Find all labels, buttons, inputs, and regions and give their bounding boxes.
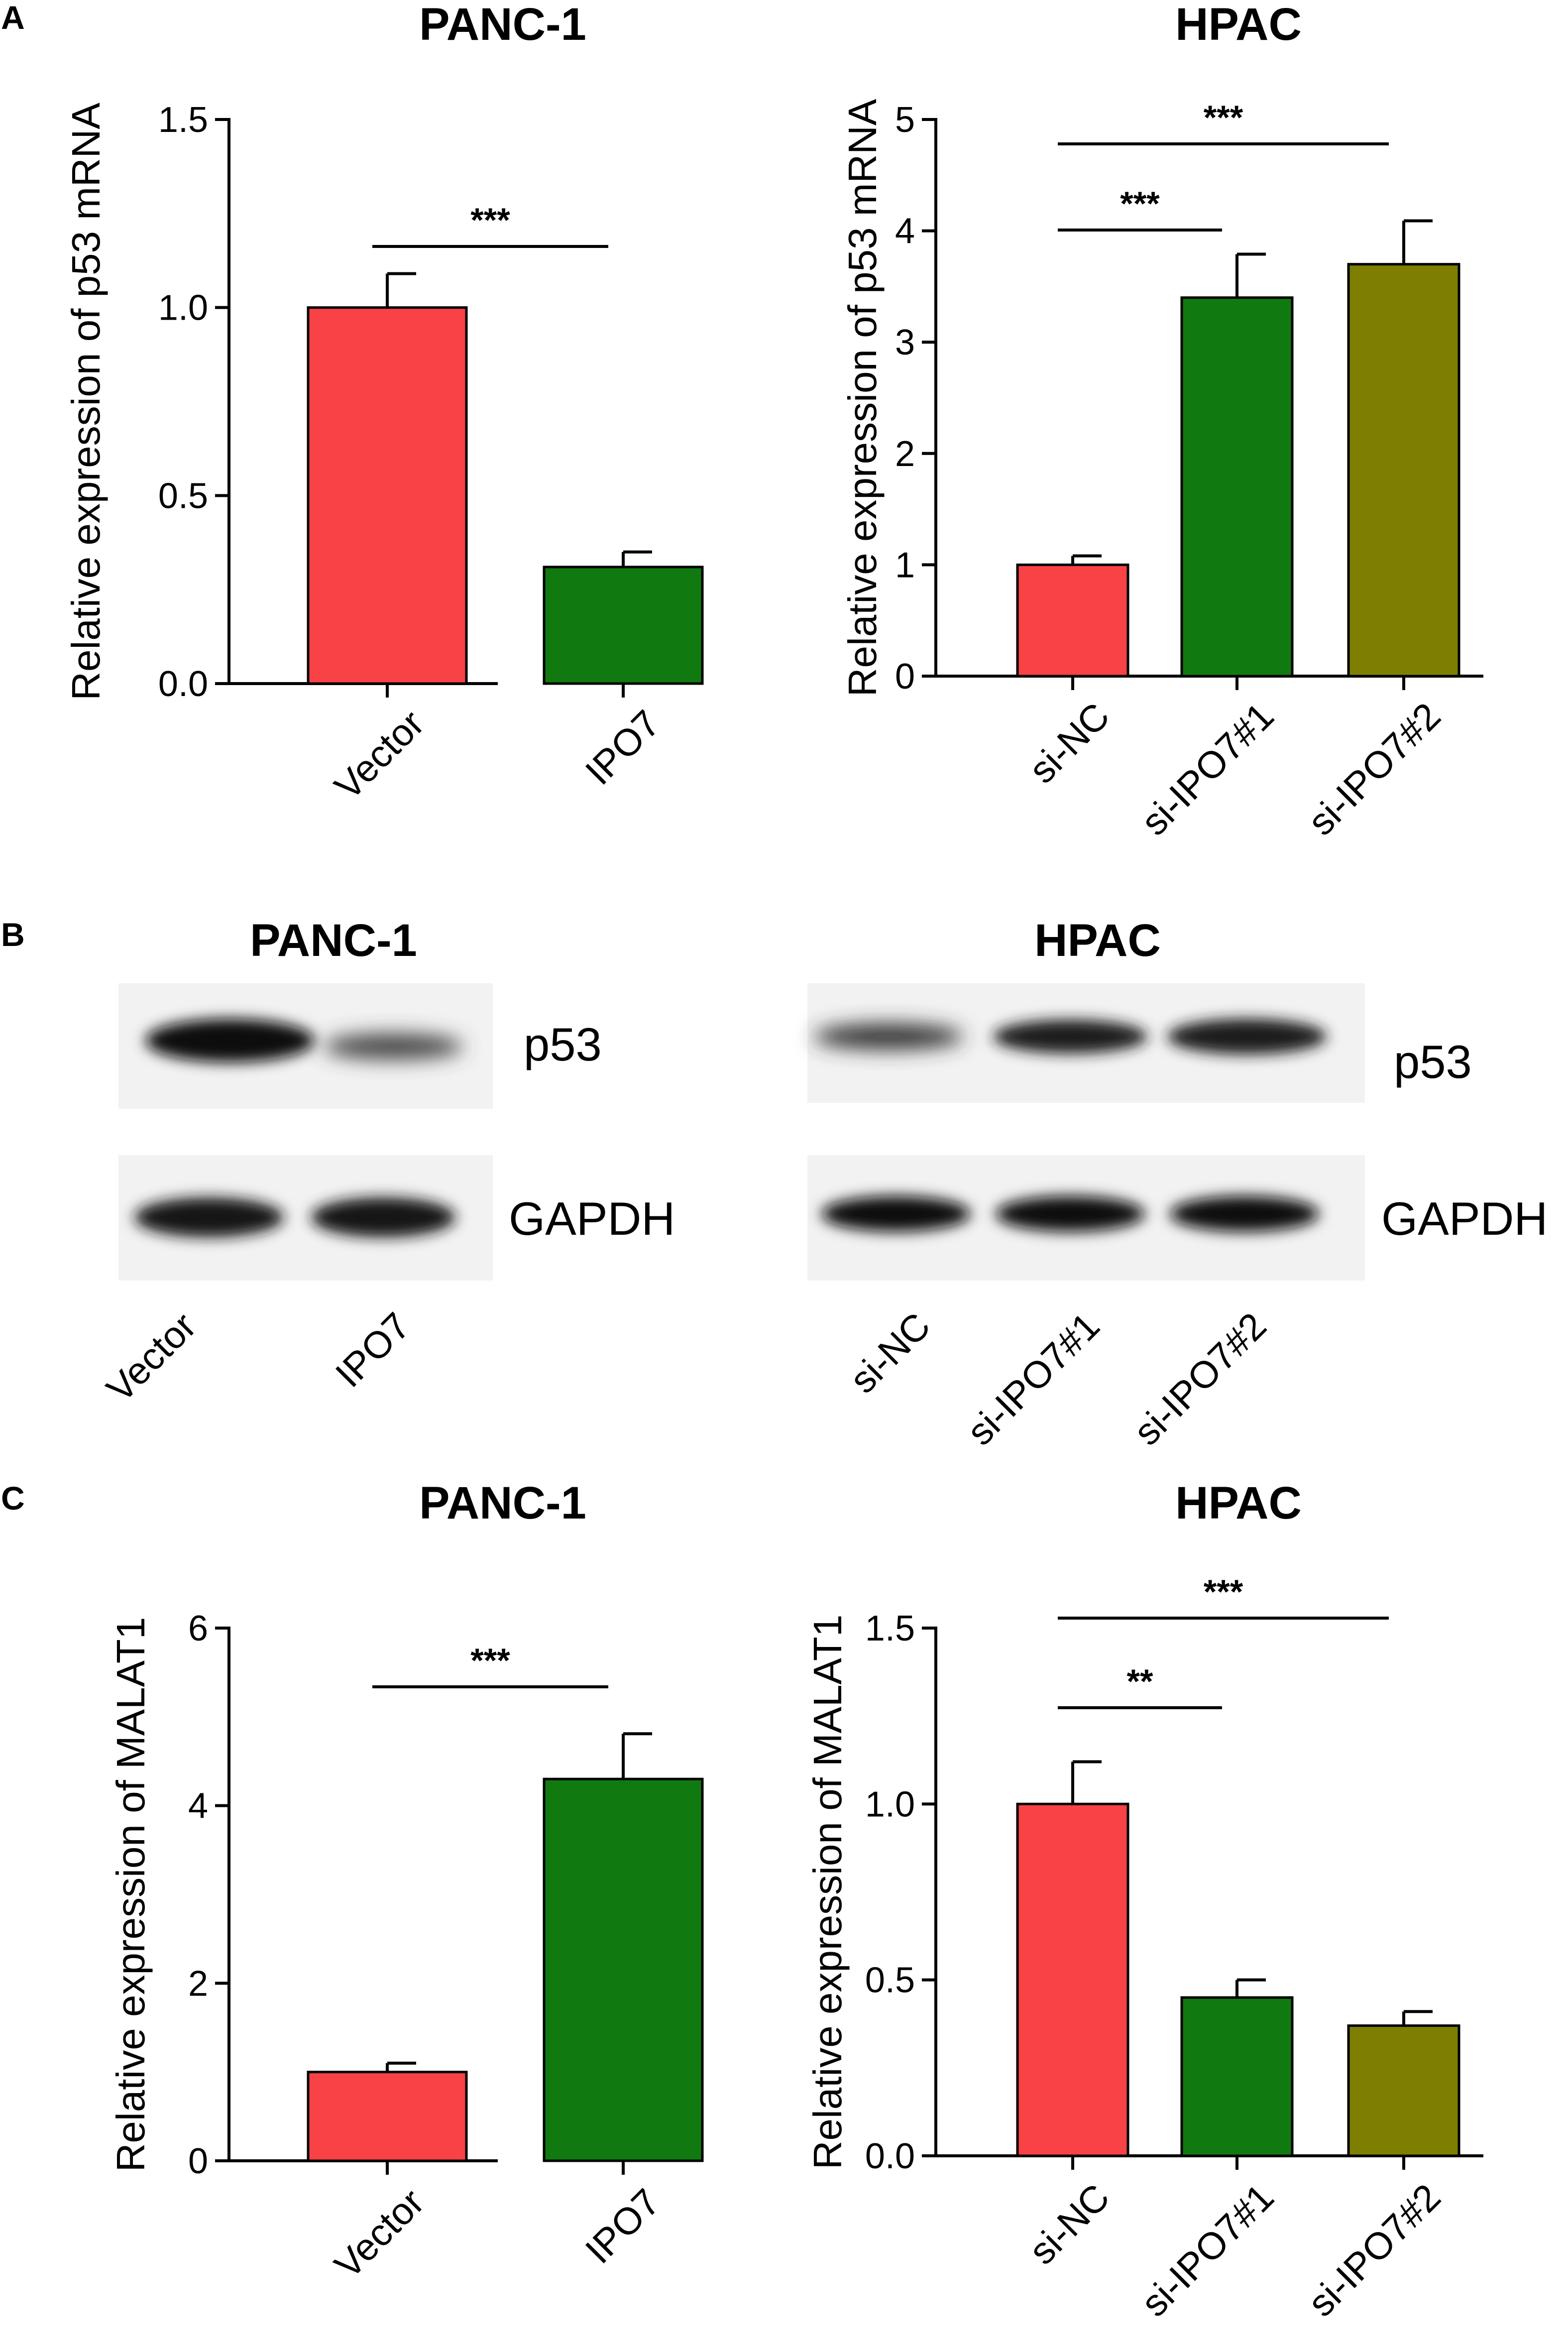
x-category-label: si-NC bbox=[1021, 2176, 1118, 2272]
western-blot-panc1: PANC-1 p53 GAPDH Vector IPO7 bbox=[99, 915, 675, 1410]
blot-lane-ipo7: IPO7 bbox=[328, 1304, 419, 1396]
band-gapdh-si-ipo7-1 bbox=[996, 1196, 1145, 1232]
significance-label: *** bbox=[1204, 99, 1243, 136]
y-tick-label: 6 bbox=[188, 1609, 208, 1648]
y-tick-label: 1.5 bbox=[158, 100, 208, 140]
y-axis-label: Relative expression of MALAT1 bbox=[805, 1615, 850, 2170]
significance-label: *** bbox=[470, 1642, 510, 1679]
panel-letter-a: A bbox=[1, 0, 25, 36]
y-tick-label: 1.5 bbox=[865, 1609, 915, 1648]
bar-si-ipo7-2 bbox=[1347, 2024, 1460, 2157]
chart-title: PANC-1 bbox=[419, 0, 586, 50]
blot-lane-si-nc: si-NC bbox=[842, 1304, 938, 1401]
y-tick-label: 4 bbox=[188, 1786, 208, 1826]
bar-si-ipo7-1 bbox=[1180, 1996, 1294, 2157]
band-p53-vector bbox=[145, 1019, 315, 1062]
panel-letter-b: B bbox=[1, 916, 25, 953]
y-tick-label: 0 bbox=[188, 2141, 208, 2181]
x-category-label: Vector bbox=[327, 2181, 432, 2286]
x-category-label: si-IPO7#1 bbox=[1133, 2176, 1282, 2325]
y-tick-label: 1 bbox=[895, 545, 915, 585]
x-category-label: IPO7 bbox=[577, 702, 669, 793]
band-gapdh-si-ipo7-2 bbox=[1170, 1196, 1319, 1232]
bar-si-ipo7-1 bbox=[1180, 296, 1294, 678]
chart-panc1-malat1: PANC-1 Relative expression of MALAT1 0 2 4 6 V… bbox=[109, 1478, 704, 2287]
significance-label: *** bbox=[470, 201, 510, 239]
y-tick-label: 0.0 bbox=[158, 664, 208, 704]
y-tick-label: 0.5 bbox=[865, 1961, 915, 2000]
chart-hpac-p53-mrna: HPAC Relative expression of p53 mRNA 0 1 2 3 4… bbox=[840, 0, 1483, 843]
y-tick-label: 2 bbox=[188, 1964, 208, 2003]
blot-title-hpac: HPAC bbox=[1034, 915, 1161, 966]
bar-ipo7 bbox=[543, 566, 704, 685]
y-axis-label: Relative expression of MALAT1 bbox=[109, 1617, 153, 2172]
blot-lane-si-ipo7-2: si-IPO7#2 bbox=[1125, 1304, 1274, 1453]
y-tick-label: 0.5 bbox=[158, 476, 208, 516]
significance-label: *** bbox=[1204, 1573, 1243, 1611]
bar-ipo7 bbox=[543, 1777, 704, 2162]
band-p53-si-ipo7-1 bbox=[993, 1020, 1147, 1054]
panel-letter-c: C bbox=[1, 1480, 25, 1517]
y-axis-label: Relative expression of p53 mRNA bbox=[64, 103, 108, 701]
blot-label-p53-hpac: p53 bbox=[1394, 1036, 1472, 1088]
chart-title: HPAC bbox=[1175, 0, 1302, 50]
blot-label-gapdh-panc1: GAPDH bbox=[509, 1192, 675, 1245]
band-p53-si-nc bbox=[814, 1024, 963, 1050]
y-tick-label: 3 bbox=[895, 323, 915, 362]
blot-label-gapdh-hpac: GAPDH bbox=[1381, 1192, 1548, 1245]
bar-si-nc bbox=[1016, 563, 1129, 678]
chart-panc1-p53-mrna: PANC-1 Relative expression of p53 mRNA 0.0… bbox=[64, 0, 704, 808]
blot-lane-vector: Vector bbox=[99, 1304, 204, 1410]
band-gapdh-si-nc bbox=[821, 1196, 971, 1232]
chart-title: PANC-1 bbox=[419, 1478, 586, 1528]
blot-lane-si-ipo7-1: si-IPO7#1 bbox=[959, 1304, 1108, 1453]
x-category-label: IPO7 bbox=[577, 2181, 669, 2272]
band-gapdh-ipo7 bbox=[311, 1197, 455, 1237]
y-axis-label: Relative expression of p53 mRNA bbox=[840, 99, 885, 697]
chart-title: HPAC bbox=[1175, 1478, 1302, 1528]
blot-title-panc1: PANC-1 bbox=[250, 915, 417, 966]
x-category-label: si-IPO7#2 bbox=[1300, 695, 1449, 843]
western-blot-hpac: HPAC p53 GAPDH si-NC si-IPO7#1 si-IPO7#2 bbox=[807, 915, 1548, 1453]
x-category-label: si-NC bbox=[1021, 695, 1118, 791]
bar-si-nc bbox=[1016, 1802, 1129, 2157]
significance-label: *** bbox=[1120, 185, 1160, 223]
y-tick-label: 5 bbox=[895, 100, 915, 140]
bar-vector bbox=[307, 306, 468, 685]
bar-vector bbox=[307, 2071, 468, 2162]
blot-label-p53-panc1: p53 bbox=[524, 1018, 602, 1070]
band-p53-si-ipo7-2 bbox=[1167, 1019, 1327, 1055]
significance-label: ** bbox=[1127, 1662, 1153, 1700]
y-tick-label: 0 bbox=[895, 657, 915, 697]
chart-hpac-malat1: HPAC Relative expression of MALAT1 0.0 0.5 1… bbox=[805, 1478, 1483, 2325]
x-category-label: si-IPO7#2 bbox=[1300, 2176, 1449, 2325]
y-tick-label: 1.0 bbox=[865, 1784, 915, 1824]
band-gapdh-vector bbox=[134, 1197, 284, 1237]
x-category-label: Vector bbox=[327, 702, 432, 808]
bar-si-ipo7-2 bbox=[1347, 263, 1460, 678]
y-tick-label: 0.0 bbox=[865, 2136, 915, 2176]
band-p53-ipo7 bbox=[324, 1034, 463, 1059]
x-category-label: si-IPO7#1 bbox=[1133, 695, 1282, 843]
y-tick-label: 1.0 bbox=[158, 288, 208, 328]
y-tick-label: 2 bbox=[895, 434, 915, 474]
y-tick-label: 4 bbox=[895, 212, 915, 251]
